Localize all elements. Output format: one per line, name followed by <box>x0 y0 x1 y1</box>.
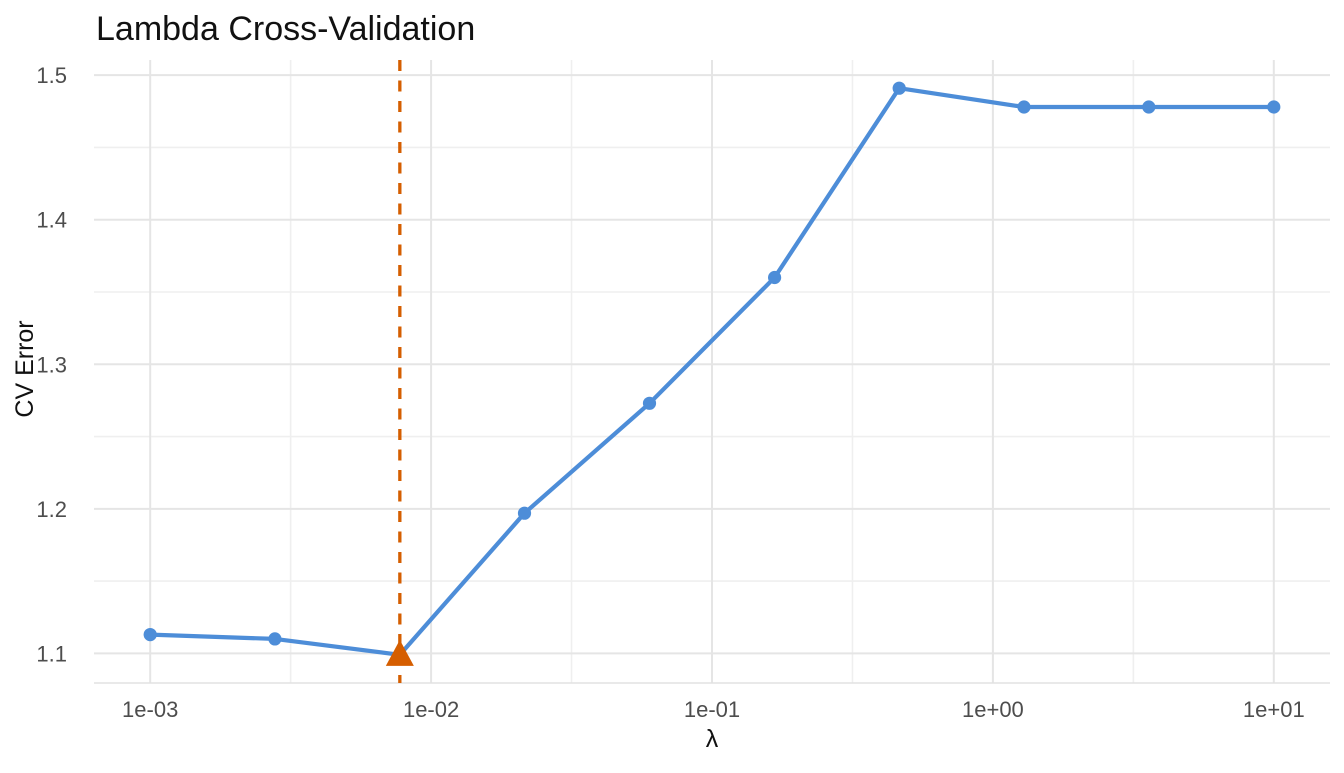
y-tick-label: 1.1 <box>36 641 67 666</box>
data-point <box>768 270 782 285</box>
chart-title: Lambda Cross-Validation <box>96 10 475 48</box>
x-tick-label: 1e-02 <box>403 697 459 722</box>
cv-error-line <box>148 86 1276 657</box>
data-point <box>1142 100 1156 114</box>
y-axis-title: CV Error <box>11 320 39 417</box>
y-tick-label: 1.4 <box>36 208 67 233</box>
x-tick-label: 1e+01 <box>1243 697 1305 722</box>
data-point <box>1017 100 1031 114</box>
data-point <box>143 628 157 642</box>
data-point <box>892 81 906 95</box>
gridlines-major <box>94 60 1330 683</box>
x-axis-title: λ <box>706 725 719 753</box>
x-axis-tick-labels: 1e-03 1e-02 1e-01 1e+00 1e+01 <box>122 697 1305 722</box>
y-axis-tick-labels: 1.1 1.2 1.3 1.4 1.5 <box>36 63 67 666</box>
best-lambda-triangle-marker <box>385 639 414 666</box>
y-tick-label: 1.5 <box>36 63 67 88</box>
data-point <box>1267 100 1281 114</box>
x-tick-label: 1e-03 <box>122 697 178 722</box>
data-point <box>268 632 282 646</box>
y-tick-label: 1.2 <box>36 497 67 522</box>
x-tick-label: 1e-01 <box>684 697 740 722</box>
data-point <box>642 396 657 410</box>
y-tick-label: 1.3 <box>36 352 67 377</box>
data-point <box>517 506 532 520</box>
x-tick-label: 1e+00 <box>962 697 1024 722</box>
